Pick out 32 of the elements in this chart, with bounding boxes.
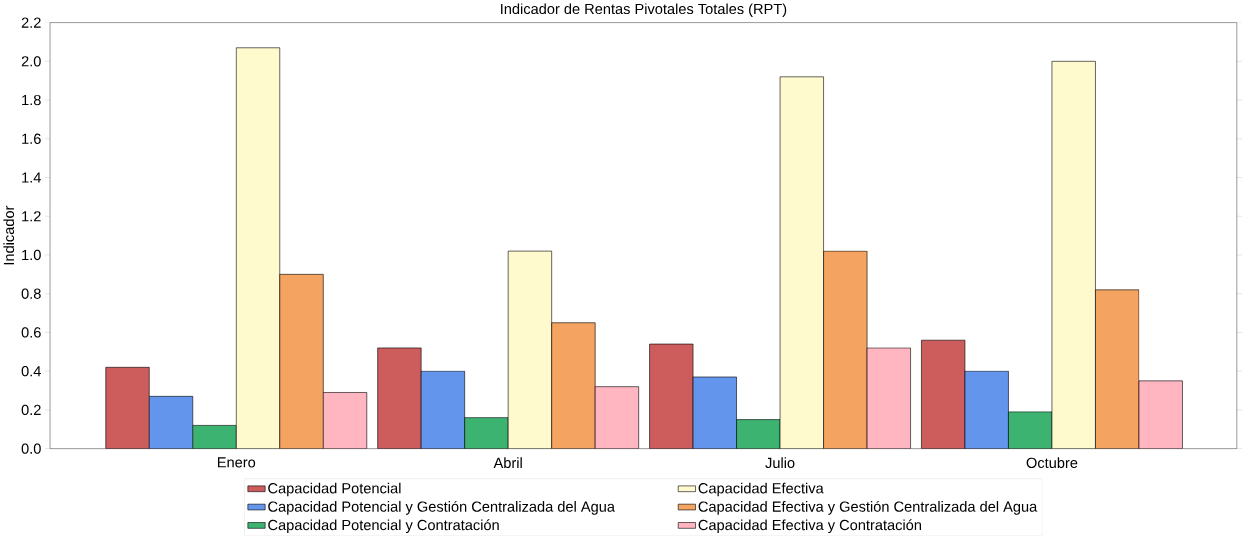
- y-tick-label: 1.6: [22, 133, 41, 145]
- chart-title: Indicador de Rentas Pivotales Totales (RPT): [501, 3, 787, 18]
- legend-label: Capacidad Efectiva y Gestión Centralizada del Agua: [698, 501, 1038, 515]
- y-tick-label: 1.2: [22, 211, 41, 222]
- bar: [1051, 61, 1096, 449]
- bar: [921, 339, 966, 449]
- legend-label: Capacidad Efectiva: [698, 482, 824, 497]
- y-tick-label: 0.4: [21, 366, 41, 377]
- y-tick-label: 2.2: [21, 17, 41, 28]
- bar: [105, 367, 150, 449]
- x-tick-label: Enero: [217, 457, 256, 468]
- y-tick-label: 1.8: [22, 94, 41, 106]
- y-axis-title: Indicador: [3, 205, 15, 265]
- bar: [507, 250, 552, 449]
- y-tick-label: 0.8: [21, 288, 41, 299]
- legend-label: Capacidad Potencial: [268, 482, 401, 497]
- y-tick-label: 0.6: [21, 327, 41, 338]
- bar: [377, 347, 422, 449]
- y-tick-label: 0.2: [21, 404, 41, 416]
- legend-label: Capacidad Potencial y Gestión Centralizada del Agua: [268, 501, 615, 515]
- y-tick-label: 0.0: [21, 443, 41, 454]
- bar: [649, 343, 694, 449]
- legend-label: Capacidad Efectiva y Contratación: [698, 519, 921, 534]
- x-tick-label: Octubre: [1026, 457, 1078, 469]
- y-tick-label: 2.0: [21, 56, 41, 67]
- y-tick-label: 1.0: [22, 249, 41, 261]
- y-tick-label: 1.4: [22, 172, 41, 183]
- x-tick-label: Julio: [765, 457, 795, 469]
- bar: [779, 76, 824, 449]
- x-tick-label: Abril: [493, 457, 522, 469]
- bar: [235, 47, 281, 449]
- legend-label: Capacidad Potencial y Contratación: [268, 519, 499, 534]
